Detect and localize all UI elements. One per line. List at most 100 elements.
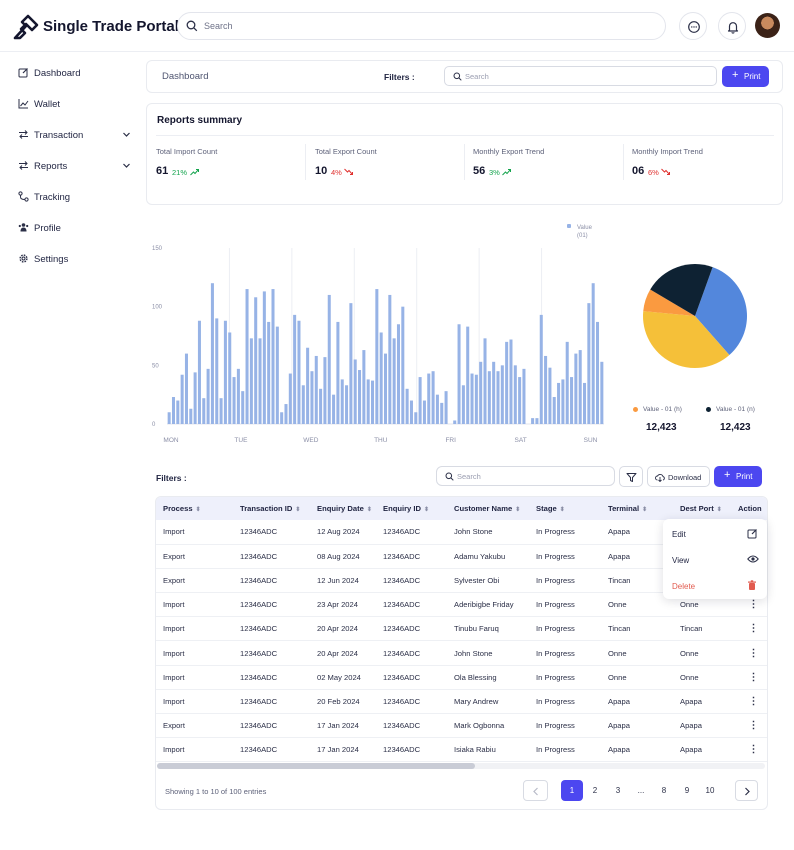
bar[interactable]	[319, 388, 323, 424]
bar[interactable]	[167, 412, 171, 424]
bar[interactable]	[431, 371, 435, 424]
bar[interactable]	[453, 420, 457, 424]
bar[interactable]	[595, 321, 600, 424]
toolbar-search-input[interactable]: Search	[444, 66, 717, 86]
bar[interactable]	[336, 321, 340, 424]
bar[interactable]	[180, 374, 184, 424]
column-header[interactable]: Terminal ⬍	[608, 504, 648, 513]
pie-slice[interactable]	[695, 267, 747, 356]
bar[interactable]	[379, 332, 383, 424]
bar[interactable]	[513, 365, 517, 424]
bar[interactable]	[306, 347, 310, 424]
bar[interactable]	[457, 324, 461, 424]
page-2[interactable]: 2	[592, 786, 598, 795]
pie-slice[interactable]	[643, 289, 695, 316]
bar[interactable]	[280, 412, 284, 424]
column-header[interactable]: Customer Name ⬍	[454, 504, 521, 513]
bar[interactable]	[561, 379, 565, 424]
sidebar-item-wallet[interactable]: Wallet	[12, 94, 136, 114]
prev-page-button[interactable]	[523, 780, 548, 801]
bar[interactable]	[241, 391, 245, 424]
table-row[interactable]: Import 12346ADC 20 Apr 2024 12346ADC John St…	[156, 641, 767, 666]
bar[interactable]	[570, 377, 574, 424]
bar[interactable]	[323, 357, 327, 424]
bar[interactable]	[371, 380, 375, 424]
next-page-button[interactable]	[735, 780, 758, 801]
bar[interactable]	[401, 306, 405, 424]
bar[interactable]	[358, 370, 362, 424]
bar[interactable]	[202, 398, 206, 424]
page-1[interactable]: 1	[561, 780, 583, 801]
row-actions-kebab-icon[interactable]: ⋮	[748, 695, 759, 707]
bar[interactable]	[189, 408, 193, 424]
bar[interactable]	[392, 338, 396, 424]
table-print-button[interactable]: + Print	[714, 466, 762, 487]
bar[interactable]	[301, 385, 305, 424]
row-actions-kebab-icon[interactable]: ⋮	[748, 720, 759, 732]
bar[interactable]	[210, 283, 214, 424]
menu-item-delete[interactable]: Delete	[663, 573, 767, 597]
bar[interactable]	[440, 402, 444, 424]
bar[interactable]	[275, 326, 279, 424]
bar[interactable]	[500, 365, 504, 424]
bar[interactable]	[505, 341, 509, 424]
column-header[interactable]: Process ⬍	[163, 504, 201, 513]
bar[interactable]	[332, 394, 336, 424]
bar[interactable]	[518, 377, 522, 424]
column-header[interactable]: Transaction ID ⬍	[240, 504, 301, 513]
row-actions-kebab-icon[interactable]: ⋮	[748, 623, 759, 635]
bar[interactable]	[414, 412, 418, 424]
bar[interactable]	[223, 320, 227, 424]
row-actions-kebab-icon[interactable]: ⋮	[748, 599, 759, 611]
page-3[interactable]: 3	[615, 786, 621, 795]
bar[interactable]	[539, 314, 543, 424]
bar[interactable]	[535, 418, 539, 424]
bar[interactable]	[466, 326, 470, 424]
bar[interactable]	[232, 377, 236, 424]
bar[interactable]	[552, 397, 556, 424]
bar[interactable]	[327, 294, 331, 424]
bar[interactable]	[557, 382, 561, 424]
pie-slice[interactable]	[643, 311, 730, 368]
bar[interactable]	[314, 355, 318, 424]
bar[interactable]	[427, 373, 431, 424]
bar[interactable]	[509, 339, 513, 424]
table-row[interactable]: Export 12346ADC 17 Jan 2024 12346ADC Mark Og…	[156, 714, 767, 738]
bar[interactable]	[219, 398, 223, 424]
bar[interactable]	[461, 385, 465, 424]
bar[interactable]	[197, 320, 201, 424]
bar[interactable]	[531, 418, 535, 424]
bar[interactable]	[474, 374, 478, 424]
bar[interactable]	[345, 385, 349, 424]
sidebar-item-reports[interactable]: Reports	[12, 156, 136, 176]
bar[interactable]	[565, 341, 569, 424]
bar[interactable]	[479, 361, 483, 424]
row-actions-kebab-icon[interactable]: ⋮	[748, 671, 759, 683]
pie-slice[interactable]	[650, 264, 713, 316]
table-row[interactable]: Import 12346ADC 20 Feb 2024 12346ADC Mary An…	[156, 689, 767, 714]
bar[interactable]	[388, 294, 392, 424]
bar[interactable]	[228, 332, 232, 424]
bar[interactable]	[522, 368, 526, 424]
bar[interactable]	[470, 373, 474, 424]
column-header[interactable]: Stage ⬍	[536, 504, 565, 513]
page-9[interactable]: 9	[684, 786, 690, 795]
bar[interactable]	[418, 377, 422, 424]
bar[interactable]	[297, 320, 301, 424]
column-header[interactable]: Enquiry Date ⬍	[317, 504, 372, 513]
bar[interactable]	[591, 283, 595, 424]
bar[interactable]	[492, 361, 496, 424]
bar[interactable]	[245, 289, 249, 424]
user-avatar[interactable]	[755, 13, 780, 38]
bar[interactable]	[271, 289, 275, 424]
sidebar-item-profile[interactable]: Profile	[12, 218, 136, 238]
bar[interactable]	[396, 324, 400, 424]
bar[interactable]	[267, 321, 271, 424]
bar[interactable]	[483, 338, 487, 424]
page-10[interactable]: 10	[705, 786, 715, 795]
table-row[interactable]: Import 12346ADC 02 May 2024 12346ADC Ola Ble…	[156, 665, 767, 690]
sidebar-item-transaction[interactable]: Transaction	[12, 125, 136, 145]
bar[interactable]	[496, 371, 500, 424]
table-search-input[interactable]: Search	[436, 466, 615, 486]
bar[interactable]	[544, 355, 548, 424]
